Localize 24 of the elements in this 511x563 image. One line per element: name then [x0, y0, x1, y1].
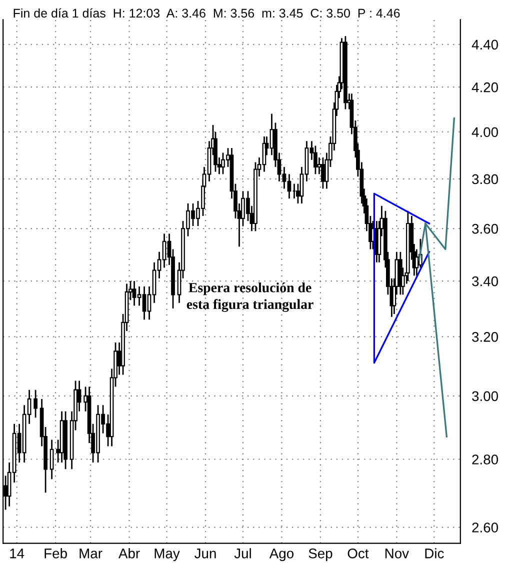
y-tick-label: 3.40 [472, 276, 498, 286]
x-tick-label: Feb [44, 548, 67, 558]
y-tick-label: 3.20 [472, 332, 498, 342]
x-tick-label: 14 [10, 548, 24, 558]
x-tick-label: Nov [385, 548, 409, 558]
x-tick-label: Mar [80, 548, 102, 558]
chart-title: Fin de día 1 días H: 12:03 A: 3.46 M: 3.56 m: 3.45 C: 3.50 P : 4.46 [14, 8, 400, 18]
x-tick-label: Sep [308, 548, 332, 562]
x-tick-label: Jul [234, 548, 251, 558]
y-tick-label: 2.80 [472, 454, 498, 464]
y-tick-label: 4.40 [472, 40, 498, 50]
x-tick-label: Jun [194, 548, 216, 558]
x-tick-label: Ago [269, 548, 294, 562]
y-tick-label: 2.60 [472, 522, 498, 532]
x-tick-label: Dic [425, 548, 444, 558]
y-tick-label: 3.00 [472, 391, 498, 402]
y-tick-label: 3.60 [472, 224, 498, 234]
y-tick-label: 3.80 [472, 174, 498, 184]
x-tick-label: May [154, 548, 180, 562]
x-tick-label: Abr [118, 548, 140, 558]
x-tick-label: Oct [348, 548, 369, 558]
y-tick-label: 4.20 [472, 82, 498, 92]
annotation: Espera resolución de esta figura triangular [186, 282, 314, 312]
y-tick-label: 4.00 [472, 127, 498, 138]
